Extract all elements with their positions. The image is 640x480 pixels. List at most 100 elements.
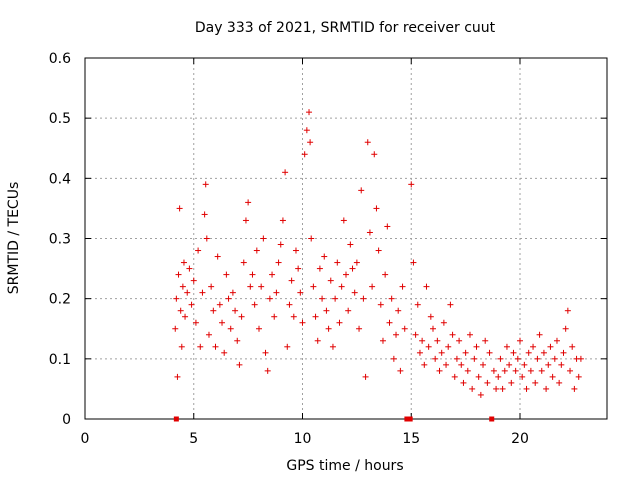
data-point: [334, 259, 341, 266]
data-point: [176, 205, 183, 212]
data-point: [307, 139, 314, 146]
data-point: [471, 355, 478, 362]
data-point: [258, 283, 265, 290]
data-point: [416, 349, 423, 356]
data-point: [482, 337, 489, 344]
data-point: [477, 391, 484, 398]
data-point: [203, 235, 210, 242]
data-point: [384, 223, 391, 230]
data-point: [469, 385, 476, 392]
data-point: [499, 385, 506, 392]
x-tick-label: 0: [81, 431, 90, 447]
data-point: [266, 295, 273, 302]
data-point: [175, 271, 182, 278]
data-point: [460, 379, 467, 386]
zero-value-marker: [407, 416, 413, 422]
x-tick-label: 20: [511, 431, 529, 447]
data-point: [388, 295, 395, 302]
data-point: [364, 139, 371, 146]
data-point: [177, 307, 184, 314]
data-point: [464, 367, 471, 374]
data-point: [301, 151, 308, 158]
y-tick-label: 0.6: [49, 51, 71, 67]
data-point: [386, 319, 393, 326]
data-point: [390, 355, 397, 362]
data-point: [321, 253, 328, 260]
data-point: [316, 265, 323, 272]
data-point: [495, 373, 502, 380]
zero-value-marker: [404, 416, 410, 422]
data-point: [308, 235, 315, 242]
data-point: [299, 319, 306, 326]
data-point: [358, 187, 365, 194]
data-point: [379, 337, 386, 344]
data-point: [525, 349, 532, 356]
data-point: [560, 349, 567, 356]
y-tick-label: 0: [62, 412, 71, 428]
data-point: [197, 343, 204, 350]
data-point: [240, 259, 247, 266]
data-point: [451, 373, 458, 380]
data-point: [425, 343, 432, 350]
data-point: [205, 331, 212, 338]
data-point: [247, 283, 254, 290]
data-point: [245, 199, 252, 206]
zero-value-marker: [489, 416, 495, 422]
x-axis-label: GPS time / hours: [286, 458, 403, 474]
data-point: [264, 367, 271, 374]
x-tick-label: 15: [402, 431, 420, 447]
data-point: [562, 325, 569, 332]
data-point: [223, 271, 230, 278]
data-point: [251, 301, 258, 308]
data-point: [314, 337, 321, 344]
data-point: [273, 289, 280, 296]
data-point: [292, 247, 299, 254]
data-point: [179, 283, 186, 290]
data-point: [434, 337, 441, 344]
data-point: [208, 283, 215, 290]
data-point: [227, 325, 234, 332]
data-point: [393, 331, 400, 338]
data-point: [466, 331, 473, 338]
data-point: [360, 295, 367, 302]
data-point: [458, 361, 465, 368]
data-point: [540, 349, 547, 356]
data-point: [412, 331, 419, 338]
grid-layer: [85, 58, 607, 419]
data-point: [438, 349, 445, 356]
data-point: [369, 283, 376, 290]
data-point: [453, 355, 460, 362]
data-point: [543, 385, 550, 392]
data-point: [490, 367, 497, 374]
data-point: [353, 259, 360, 266]
data-point: [443, 361, 450, 368]
data-point: [553, 337, 560, 344]
data-point: [216, 301, 223, 308]
data-point: [371, 151, 378, 158]
data-point: [527, 367, 534, 374]
data-point: [569, 343, 576, 350]
data-point: [571, 385, 578, 392]
data-point: [325, 325, 332, 332]
data-point: [269, 271, 276, 278]
data-point: [253, 247, 260, 254]
data-point: [225, 295, 232, 302]
data-points-layer: [172, 109, 584, 398]
data-point: [195, 247, 202, 254]
data-point: [184, 289, 191, 296]
data-point: [319, 295, 326, 302]
data-point: [199, 289, 206, 296]
data-point: [432, 355, 439, 362]
data-point: [219, 319, 226, 326]
data-point: [558, 361, 565, 368]
data-point: [192, 319, 199, 326]
data-point: [556, 379, 563, 386]
data-point: [229, 289, 236, 296]
data-point: [332, 295, 339, 302]
x-tick-labels: 0 5 10 15 20: [81, 431, 529, 447]
y-tick-label: 0.5: [49, 111, 71, 127]
data-point: [395, 307, 402, 314]
data-point: [188, 301, 195, 308]
data-point: [286, 301, 293, 308]
data-point: [508, 379, 515, 386]
